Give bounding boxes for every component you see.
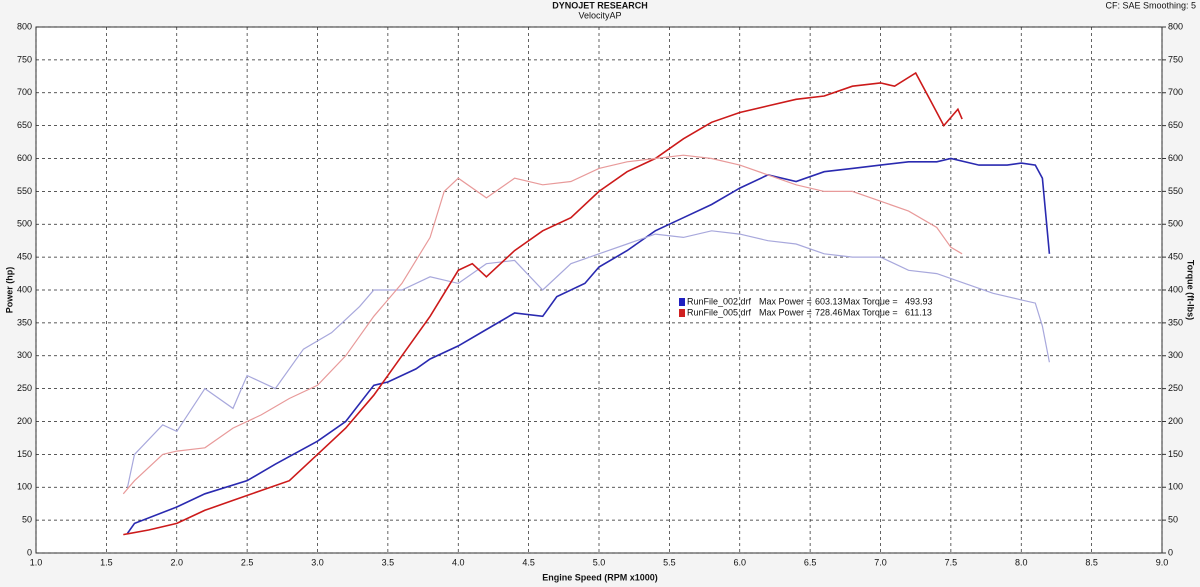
legend-label: Max Torque = (843, 296, 898, 306)
y-tick-label: 100 (17, 482, 32, 492)
chart-title: DYNOJET RESEARCH (552, 0, 648, 10)
x-tick-label: 6.5 (804, 557, 817, 567)
legend-swatch (679, 309, 685, 317)
x-tick-label: 8.0 (1015, 557, 1028, 567)
y2-tick-label: 650 (1168, 120, 1183, 130)
x-tick-label: 2.5 (241, 557, 254, 567)
legend-name: RunFile_005.drf (687, 307, 752, 317)
x-tick-label: 9.0 (1156, 557, 1169, 567)
x-axis-label: Engine Speed (RPM x1000) (542, 572, 658, 582)
legend-name: RunFile_002.drf (687, 296, 752, 306)
x-tick-label: 1.5 (100, 557, 113, 567)
y2-tick-label: 700 (1168, 87, 1183, 97)
y2-tick-label: 350 (1168, 317, 1183, 327)
y2-tick-label: 500 (1168, 219, 1183, 229)
y2-tick-label: 100 (1168, 482, 1183, 492)
legend-label: Max Power = (759, 296, 812, 306)
y-tick-label: 250 (17, 383, 32, 393)
series-line (123, 71, 963, 536)
y2-tick-label: 300 (1168, 350, 1183, 360)
x-tick-label: 8.5 (1085, 557, 1098, 567)
y2-tick-label: 150 (1168, 449, 1183, 459)
series-line (122, 154, 963, 495)
legend-label: Max Torque = (843, 307, 898, 317)
y-tick-label: 650 (17, 120, 32, 130)
y-tick-label: 50 (22, 515, 32, 525)
y2-tick-label: 750 (1168, 54, 1183, 64)
y-tick-label: 750 (17, 54, 32, 64)
y-tick-label: 300 (17, 350, 32, 360)
y2-axis-label: Torque (ft-lbs) (1186, 260, 1196, 320)
y-tick-label: 200 (17, 416, 32, 426)
x-tick-label: 2.0 (170, 557, 183, 567)
y-tick-label: 0 (27, 547, 32, 557)
y-tick-label: 600 (17, 153, 32, 163)
legend-value: 611.13 (905, 307, 932, 317)
x-tick-label: 7.0 (874, 557, 887, 567)
x-tick-label: 6.0 (733, 557, 746, 567)
y-tick-label: 550 (17, 186, 32, 196)
x-tick-label: 4.0 (452, 557, 465, 567)
y-tick-label: 400 (17, 284, 32, 294)
legend-value: 728.46 (815, 307, 843, 317)
y-tick-label: 350 (17, 317, 32, 327)
y2-tick-label: 450 (1168, 252, 1183, 262)
legend-value: 603.13 (815, 296, 843, 306)
x-tick-label: 3.0 (311, 557, 324, 567)
x-tick-label: 7.5 (945, 557, 958, 567)
y-tick-label: 450 (17, 252, 32, 262)
y2-tick-label: 800 (1168, 21, 1183, 31)
y2-tick-label: 550 (1168, 186, 1183, 196)
legend-value: 493.93 (905, 296, 933, 306)
y-tick-label: 800 (17, 21, 32, 31)
legend-swatch (679, 298, 685, 306)
x-tick-label: 5.5 (663, 557, 676, 567)
x-tick-label: 5.0 (593, 557, 606, 567)
y-tick-label: 150 (17, 449, 32, 459)
y-tick-label: 500 (17, 219, 32, 229)
y2-tick-label: 50 (1168, 515, 1178, 525)
y2-tick-label: 400 (1168, 284, 1183, 294)
x-tick-label: 4.5 (522, 557, 535, 567)
y-tick-label: 700 (17, 87, 32, 97)
y2-tick-label: 600 (1168, 153, 1183, 163)
series-line (126, 230, 1050, 488)
y2-tick-label: 0 (1168, 547, 1173, 557)
chart-subtitle: VelocityAP (578, 10, 621, 20)
y2-tick-label: 250 (1168, 383, 1183, 393)
x-tick-label: 3.5 (382, 557, 395, 567)
corner-note: CF: SAE Smoothing: 5 (1105, 0, 1196, 10)
y-axis-label: Power (hp) (4, 267, 14, 314)
x-tick-label: 1.0 (30, 557, 43, 567)
y2-tick-label: 200 (1168, 416, 1183, 426)
series-line (126, 157, 1051, 534)
legend-label: Max Power = (759, 307, 812, 317)
